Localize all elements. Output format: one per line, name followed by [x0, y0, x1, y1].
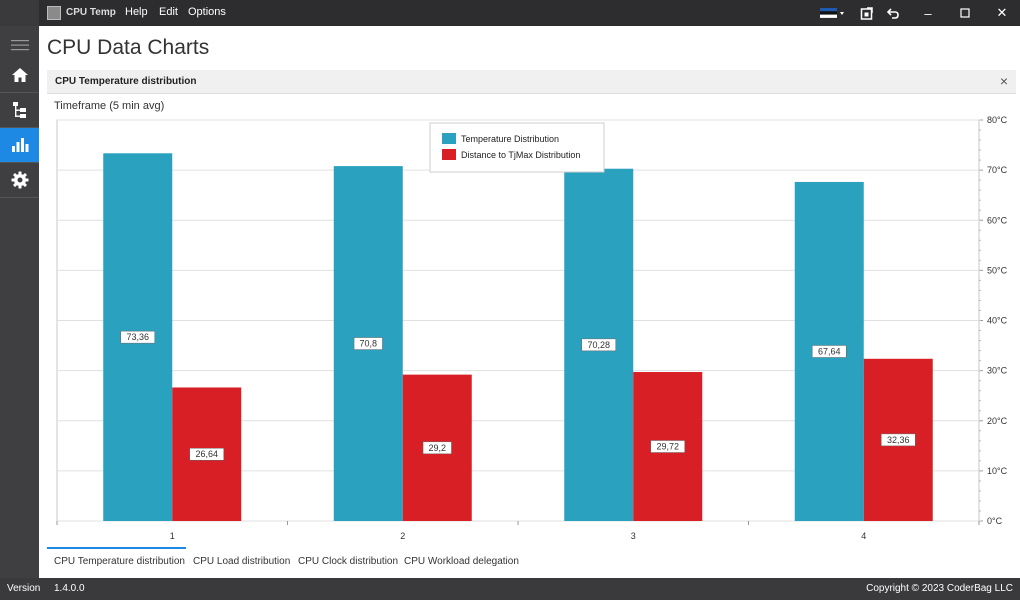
hamburger-menu-button[interactable]	[0, 27, 39, 62]
tab-cpu-workload[interactable]: CPU Workload delegation	[404, 556, 519, 567]
chart-panel-title: CPU Temperature distribution	[55, 76, 197, 87]
legend-swatch	[442, 133, 456, 144]
close-button[interactable]: ✕	[996, 5, 1008, 20]
sidebar	[0, 26, 39, 578]
menu-edit[interactable]: Edit	[159, 6, 178, 18]
y-tick-label: 0°C	[987, 516, 1003, 526]
data-label: 70,8	[359, 339, 377, 349]
panel-close-icon[interactable]: ×	[999, 73, 1008, 89]
legend	[429, 122, 605, 173]
sidebar-item-home[interactable]	[0, 58, 39, 93]
data-label: 29,2	[428, 443, 446, 453]
minimize-button[interactable]: –	[924, 5, 932, 21]
legend-entry: Distance to TjMax Distribution	[461, 150, 580, 160]
legend-entry: Temperature Distribution	[461, 134, 559, 144]
y-tick-label: 50°C	[987, 265, 1008, 275]
title-bar: CPU Temp Help Edit Options – ✕	[0, 0, 1020, 26]
data-label-box	[581, 338, 616, 352]
data-label: 26,64	[195, 449, 218, 459]
overlay-toggle-icon[interactable]	[852, 0, 882, 26]
legend-swatch	[442, 149, 456, 160]
sidebar-item-tree[interactable]	[0, 93, 39, 128]
active-tab-indicator	[47, 547, 186, 549]
data-label-box	[120, 330, 155, 344]
version-value: 1.4.0.0	[54, 583, 85, 594]
copyright-text: Copyright © 2023 CoderBag LLC	[866, 583, 1013, 594]
data-label: 70,28	[587, 340, 610, 350]
data-label: 67,64	[818, 346, 841, 356]
y-tick-label: 80°C	[987, 115, 1008, 125]
gear-icon	[11, 171, 28, 189]
data-label: 29,72	[656, 442, 679, 452]
page-title: CPU Data Charts	[47, 36, 210, 59]
title-bar-left-pad	[0, 0, 39, 26]
temperature-bar-chart: 0°C 10°C 20°C 30°C 40°C 50°C 60°C 70°C 80°C 1 2 3 4 7…	[56, 115, 1008, 541]
bar-chart-icon	[11, 138, 28, 152]
y-tick-label: 70°C	[987, 165, 1008, 175]
y-tick-label: 60°C	[987, 215, 1008, 225]
y-tick-label: 10°C	[987, 466, 1008, 476]
chart-panel-header: CPU Temperature distribution ×	[47, 70, 1016, 94]
data-label-box	[422, 441, 452, 455]
home-icon	[11, 68, 28, 82]
tree-icon	[12, 102, 26, 118]
x-tick-label: 2	[400, 531, 405, 541]
sidebar-item-charts[interactable]	[0, 128, 39, 163]
x-tick-label: 1	[170, 531, 175, 541]
data-label: 73,36	[126, 332, 149, 342]
data-label-box	[812, 345, 847, 358]
menu-help[interactable]: Help	[125, 6, 148, 18]
data-label: 32,36	[887, 435, 910, 445]
data-label-box	[650, 440, 685, 453]
data-label-box	[189, 447, 224, 461]
tab-cpu-clock[interactable]: CPU Clock distribution	[298, 556, 399, 567]
y-tick-label: 40°C	[987, 316, 1008, 326]
app-title: CPU Temp	[66, 7, 116, 18]
y-tick-label: 30°C	[987, 366, 1008, 376]
undo-icon[interactable]	[878, 0, 908, 26]
x-tick-label: 4	[861, 531, 866, 541]
maximize-button[interactable]	[950, 0, 980, 26]
data-label-box	[881, 433, 916, 447]
sidebar-item-settings[interactable]	[0, 163, 39, 198]
app-logo-icon	[47, 6, 61, 20]
tab-cpu-load[interactable]: CPU Load distribution	[193, 556, 291, 567]
status-bar: Version 1.4.0.0 Copyright © 2023 CoderBa…	[0, 578, 1020, 600]
language-flag-button[interactable]	[818, 0, 848, 26]
hamburger-icon	[10, 39, 29, 50]
version-label: Version	[7, 583, 41, 594]
y-tick-label: 20°C	[987, 416, 1008, 426]
timeframe-label: Timeframe (5 min avg)	[54, 100, 165, 112]
data-label-box	[353, 337, 383, 350]
x-tick-label: 3	[631, 531, 636, 541]
menu-options[interactable]: Options	[188, 6, 226, 18]
tab-cpu-temperature[interactable]: CPU Temperature distribution	[54, 556, 185, 567]
